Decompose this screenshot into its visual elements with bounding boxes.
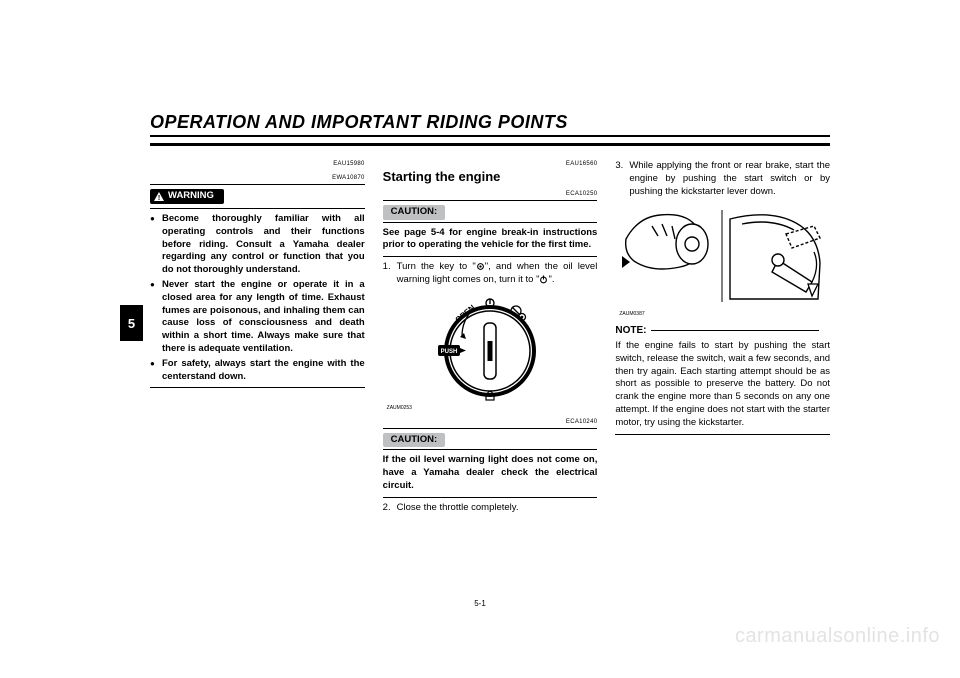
doc-code: EWA10870 [150, 174, 365, 182]
column-2: EAU16560 Starting the engine ECA10250 CA… [383, 160, 598, 517]
figure-code: ZAUM0253 [383, 405, 598, 412]
caution-text: See page 5-4 for engine break-in instruc… [383, 227, 598, 253]
rule [150, 184, 365, 185]
rule [383, 256, 598, 257]
rule [150, 208, 365, 209]
rule [383, 222, 598, 223]
list-item: 2.Close the throttle completely. [397, 502, 598, 515]
doc-code: ECA10240 [383, 418, 598, 426]
rule [615, 434, 830, 435]
warning-list: Become thoroughly familiar with all oper… [150, 213, 365, 384]
page-number: 5-1 [474, 599, 486, 608]
list-item: For safety, always start the engine with… [162, 358, 365, 384]
svg-text:PUSH: PUSH [441, 349, 458, 355]
caution-badge: CAUTION: [383, 205, 445, 220]
chapter-tab: 5 [120, 305, 143, 341]
note-body: If the engine fails to start by pushing … [615, 340, 830, 430]
list-item: 1. Turn the key to "", and when the oil … [397, 261, 598, 287]
rule [383, 428, 598, 429]
column-3: 3.While applying the front or rear brake… [615, 160, 830, 517]
ignition-switch-illustration: OPEN [420, 293, 560, 403]
content-area: OPERATION AND IMPORTANT RIDING POINTS EA… [150, 112, 830, 517]
list-item: Never start the engine or operate it in … [162, 279, 365, 356]
rule [150, 387, 365, 388]
step-text: While applying the front or rear brake, … [629, 160, 830, 197]
figure-kickstart: ZAUM0387 [615, 204, 830, 318]
rule [383, 497, 598, 498]
list-item: Become thoroughly familiar with all oper… [162, 213, 365, 277]
warning-label: WARNING [168, 190, 214, 203]
doc-code: EAU16560 [383, 160, 598, 168]
caution-text: If the oil level warning light does not … [383, 454, 598, 492]
step-text: Close the throttle completely. [397, 502, 519, 513]
step-text: ". [548, 274, 554, 285]
page: 5 OPERATION AND IMPORTANT RIDING POINTS … [0, 0, 960, 678]
warning-badge: ! WARNING [150, 189, 224, 204]
chapter-title: OPERATION AND IMPORTANT RIDING POINTS [150, 112, 830, 137]
figure-ignition: OPEN [383, 293, 598, 412]
step-list: 3.While applying the front or rear brake… [615, 160, 830, 198]
step-list: 2.Close the throttle completely. [383, 502, 598, 515]
step-list: 1. Turn the key to "", and when the oil … [383, 261, 598, 287]
warning-icon: ! [154, 192, 164, 201]
figure-code: ZAUM0387 [615, 311, 830, 318]
watermark: carmanualsonline.info [735, 625, 940, 648]
doc-code: EAU15980 [150, 160, 365, 168]
caution-badge: CAUTION: [383, 433, 445, 448]
key-on-icon [476, 262, 485, 271]
step-text: Turn the key to " [397, 261, 476, 272]
rule [383, 200, 598, 201]
columns: EAU15980 EWA10870 ! WARNING Become thoro… [150, 160, 830, 517]
list-item: 3.While applying the front or rear brake… [629, 160, 830, 198]
section-heading: Starting the engine [383, 168, 598, 186]
rule [383, 449, 598, 450]
doc-code: ECA10250 [383, 190, 598, 198]
kickstart-illustration [618, 204, 828, 309]
note-label: NOTE: [615, 324, 646, 338]
column-1: EAU15980 EWA10870 ! WARNING Become thoro… [150, 160, 365, 517]
svg-text:!: ! [158, 195, 160, 201]
title-rule [150, 143, 830, 146]
